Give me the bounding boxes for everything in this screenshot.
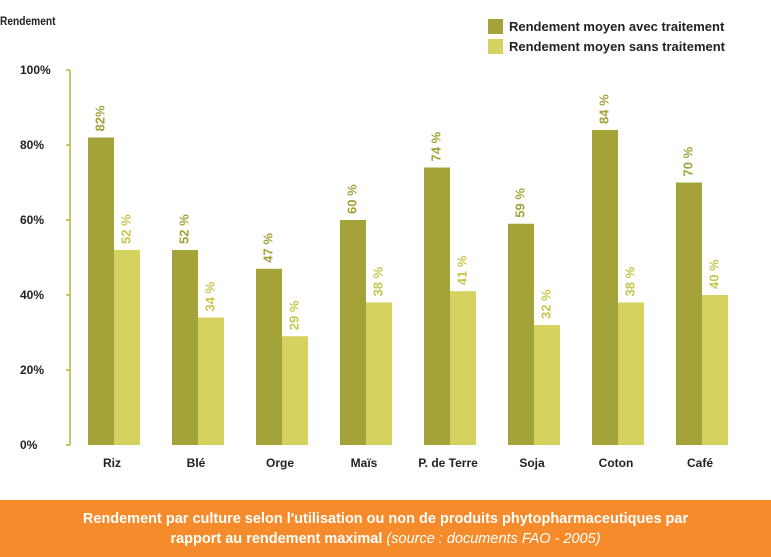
category-label: P. de Terre	[418, 456, 478, 470]
bar-with	[592, 130, 618, 445]
y-tick-label: 40%	[20, 288, 44, 302]
bar-with	[424, 167, 450, 445]
data-label: 29 %	[286, 300, 301, 330]
bar-with	[88, 137, 114, 445]
caption-banner: Rendement par culture selon l'utilisatio…	[0, 500, 771, 557]
data-label: 34 %	[202, 281, 217, 311]
legend-label: Rendement moyen avec traitement	[509, 18, 725, 34]
data-label: 84 %	[596, 94, 611, 124]
bar-with	[508, 223, 534, 445]
category-label: Riz	[103, 456, 121, 470]
bar-with	[676, 182, 702, 445]
bar-without	[114, 250, 140, 445]
data-label: 60 %	[344, 184, 359, 214]
category-label: Soja	[519, 456, 545, 470]
legend-label: Rendement moyen sans traitement	[509, 38, 726, 54]
caption-line2: rapport au rendement maximal	[170, 531, 383, 547]
category-label: Blé	[187, 456, 206, 470]
y-axis-label: Rendement	[0, 14, 56, 28]
category-label: Café	[687, 456, 713, 470]
data-label: 47 %	[260, 233, 275, 263]
bar-without	[702, 295, 728, 445]
legend-item-without: Rendement moyen sans traitement	[488, 36, 725, 56]
caption-source: (source : documents FAO - 2005)	[386, 531, 601, 547]
data-label: 82%	[92, 105, 107, 131]
legend-swatch	[488, 18, 503, 34]
bar-with	[340, 220, 366, 445]
category-label: Orge	[266, 456, 294, 470]
bar-chart: 0% 20% 40% 60% 80% 100% 82% 52 % Riz 52 % 34 % Blé 4…	[20, 63, 728, 470]
y-tick-label: 20%	[20, 363, 44, 377]
data-label: 52 %	[176, 214, 191, 244]
y-tick-label: 100%	[20, 63, 51, 77]
caption-line1: Rendement par culture selon l'utilisatio…	[82, 511, 689, 527]
bar-without	[450, 291, 476, 445]
legend-swatch	[488, 38, 503, 54]
bar-with	[172, 250, 198, 445]
data-label: 32 %	[538, 289, 553, 319]
y-tick-label: 80%	[20, 138, 44, 152]
data-label: 59 %	[512, 188, 527, 218]
bar-without	[366, 302, 392, 445]
legend-item-with: Rendement moyen avec traitement	[488, 16, 725, 36]
data-label: 38 %	[370, 266, 385, 296]
category-label: Coton	[599, 456, 634, 470]
data-label: 52 %	[118, 214, 133, 244]
bar-with	[256, 268, 282, 445]
data-label: 74 %	[428, 131, 443, 161]
data-label: 38 %	[622, 266, 637, 296]
data-label: 41 %	[454, 255, 469, 285]
bar-without	[282, 336, 308, 445]
bar-without	[198, 317, 224, 445]
data-label: 40 %	[706, 259, 721, 289]
bar-without	[534, 325, 560, 445]
y-tick-label: 0%	[20, 438, 38, 452]
bar-without	[618, 302, 644, 445]
data-label: 70 %	[680, 146, 695, 176]
y-tick-label: 60%	[20, 213, 44, 227]
category-label: Maïs	[351, 456, 378, 470]
legend: Rendement moyen avec traitement Rendemen…	[488, 16, 725, 56]
